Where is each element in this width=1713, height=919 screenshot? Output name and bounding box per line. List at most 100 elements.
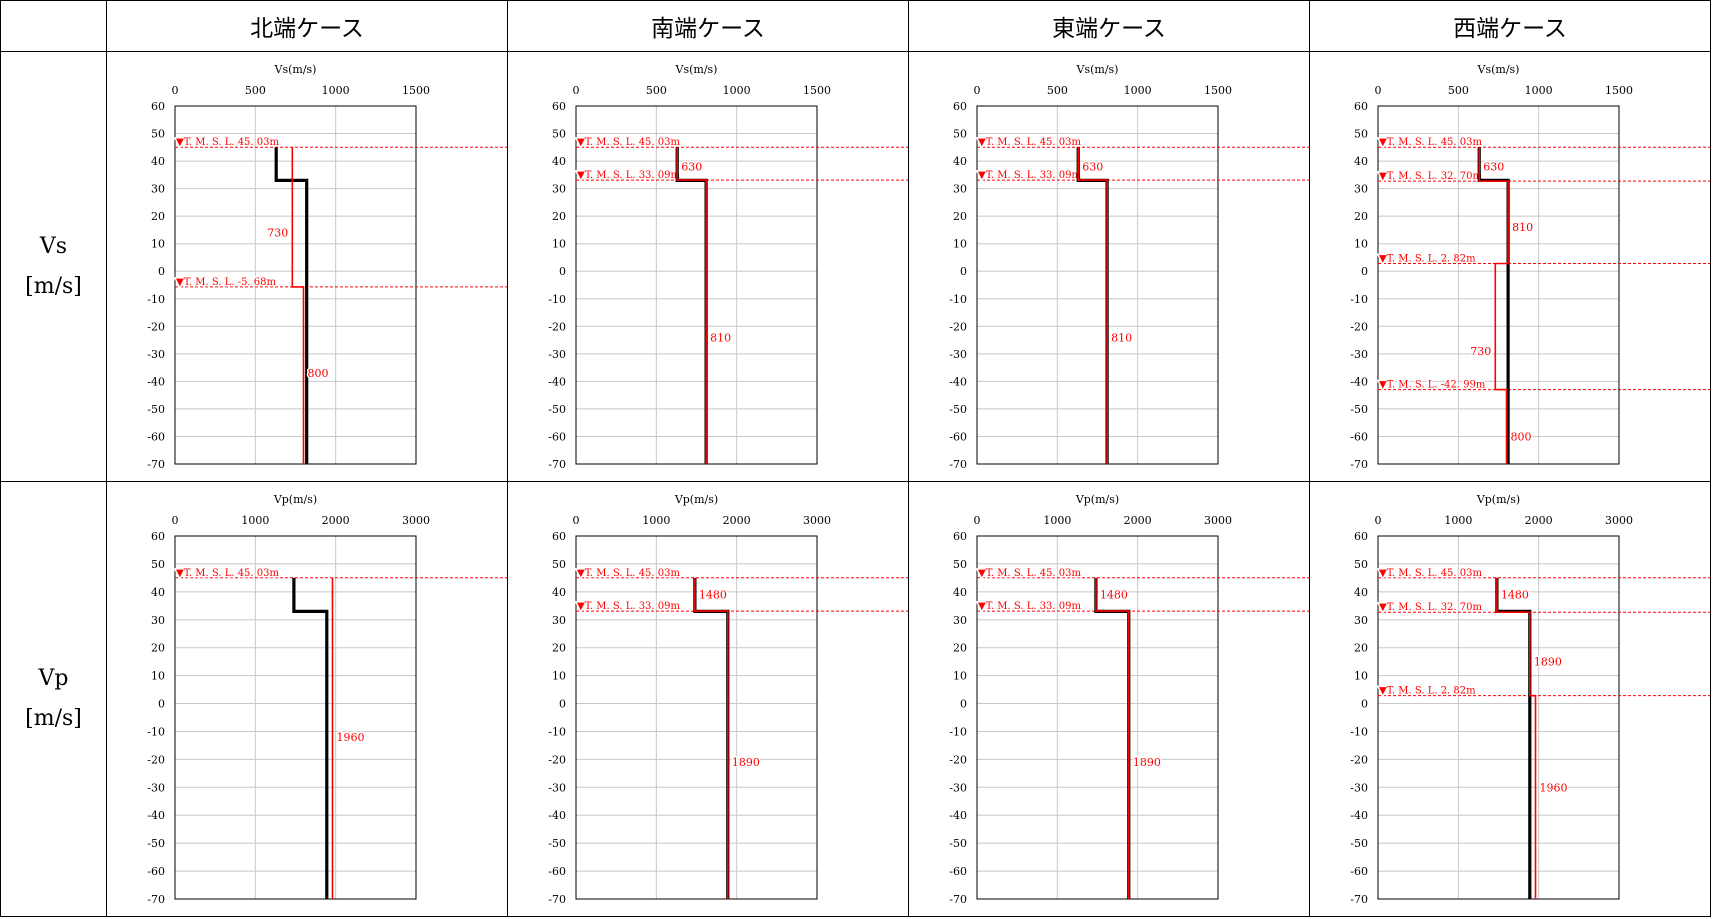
y-tick-label: 20 [151,642,165,655]
y-tick-label: -60 [147,430,165,443]
x-tick-label: 3000 [1605,514,1633,527]
y-tick-label: 60 [953,100,967,113]
y-tick-label: -70 [1350,458,1368,471]
plot-frame [1377,105,1620,465]
y-tick-label: -20 [548,753,566,766]
vs-row: Vs [m/s] Vs(m/s) 0 500 1000 1500 60 50 40 30 20 10… [0,51,1711,482]
y-tick-label: -40 [1350,375,1368,388]
y-tick-label: -30 [949,781,967,794]
red-profile-line [1095,577,1130,899]
y-tick-label: 0 [960,698,967,711]
y-tick-label: -50 [548,837,566,850]
y-tick-label: -10 [949,293,967,306]
y-tick-label: 0 [1361,265,1368,278]
vp-east-chart: Vp(m/s) 0 1000 2000 3000 60 50 40 30 20 10 0 -10 -20 -… [949,493,1309,906]
y-tick-label: -10 [147,725,165,738]
x-tick-label: 500 [646,84,667,97]
y-tick-label: 0 [960,265,967,278]
y-tick-label: -40 [147,375,165,388]
vs-north-chart: Vs(m/s) 0 500 1000 1500 60 50 40 30 20 10 0 -10 -20 -3… [147,63,507,471]
x-tick-label: 1000 [1444,514,1472,527]
header-west-case: 西端ケース [1309,0,1711,52]
y-tick-label: 10 [151,238,165,251]
x-tick-label: 3000 [803,514,831,527]
header-north-case: 北端ケース [106,0,508,52]
x-tick-label: 1000 [1525,84,1553,97]
value-label: 630 [1082,161,1103,174]
vs-row-label: Vs [m/s] [0,51,107,482]
black-profile-line [1495,577,1532,899]
x-tick-label: 500 [245,84,266,97]
y-tick-label: -10 [548,725,566,738]
y-tick-label: 40 [552,155,566,168]
y-tick-label: 30 [1354,183,1368,196]
y-tick-label: 10 [151,670,165,683]
y-tick-label: 0 [1361,698,1368,711]
y-tick-label: 30 [953,614,967,627]
value-label: 730 [1470,345,1491,358]
y-tick-label: 30 [552,614,566,627]
y-tick-label: 20 [552,210,566,223]
y-tick-label: -50 [949,837,967,850]
y-tick-label: -30 [1350,781,1368,794]
level-label: ▼T. M. S. L. 33. 09m [978,170,1082,181]
y-tick-label: -20 [1350,320,1368,333]
y-tick-label: 30 [1354,614,1368,627]
level-label: ▼T. M. S. L. 2. 82m [1379,253,1476,264]
y-tick-label: -60 [949,865,967,878]
x-tick-label: 1500 [803,84,831,97]
black-profile-line [693,577,730,899]
y-tick-label: 40 [1354,586,1368,599]
vs-east-chart-cell: Vs(m/s) 0 500 1000 1500 60 50 40 30 20 10 0 -10 -20 -3… [908,51,1310,482]
value-label: 800 [1511,430,1532,443]
black-profile-line [675,147,708,464]
y-tick-label: -70 [949,893,967,906]
x-tick-label: 1000 [1043,514,1071,527]
y-tick-label: 60 [953,530,967,543]
vs-west-chart-cell: Vs(m/s) 0 500 1000 1500 60 50 40 30 20 10 0 -10 -20 -3… [1309,51,1711,482]
x-tick-label: 0 [1375,84,1382,97]
axis-title: Vs(m/s) [675,63,718,76]
value-label: 1480 [1501,589,1529,602]
value-label: 730 [267,227,288,240]
x-tick-label: 1500 [402,84,430,97]
red-profile-line [676,147,707,464]
vs-south-chart: Vs(m/s) 0 500 1000 1500 60 50 40 30 20 10 0 -10 -20 -3… [548,63,908,471]
vp-row: Vp [m/s] Vp(m/s) 0 1000 2000 3000 60 50 40 30 20 1… [0,481,1711,917]
value-label: 810 [710,331,731,344]
y-tick-label: -60 [548,865,566,878]
plot-frame [575,535,818,900]
x-tick-label: 2000 [723,514,751,527]
y-tick-label: 60 [151,100,165,113]
y-tick-label: 10 [1354,238,1368,251]
y-tick-label: -30 [147,781,165,794]
value-label: 800 [308,367,329,380]
x-tick-label: 1000 [1124,84,1152,97]
value-label: 1890 [1133,756,1161,769]
y-tick-label: 20 [1354,210,1368,223]
y-tick-label: -30 [548,348,566,361]
y-tick-label: -10 [147,293,165,306]
header-row: 北端ケース 南端ケース 東端ケース 西端ケース [0,0,1711,52]
y-tick-label: -10 [1350,725,1368,738]
y-tick-label: 30 [953,183,967,196]
y-tick-label: -50 [949,403,967,416]
axis-title: Vs(m/s) [274,63,317,76]
y-tick-label: 50 [1354,558,1368,571]
corner-cell [0,0,107,52]
axis-title: Vs(m/s) [1076,63,1119,76]
y-tick-label: -20 [1350,753,1368,766]
y-tick-label: 10 [953,238,967,251]
vp-row-label: Vp [m/s] [0,481,107,917]
black-profile-line [1477,147,1510,464]
level-label: ▼T. M. S. L. 45. 03m [1379,137,1483,148]
vp-row-unit: [m/s] [25,706,82,731]
plot-frame [174,535,417,900]
vp-row-name: Vp [38,666,69,691]
level-label: ▼T. M. S. L. 33. 09m [577,601,681,612]
black-profile-line [1094,577,1131,899]
y-tick-label: -20 [548,320,566,333]
x-tick-label: 0 [172,84,179,97]
value-label: 1960 [1539,781,1567,794]
